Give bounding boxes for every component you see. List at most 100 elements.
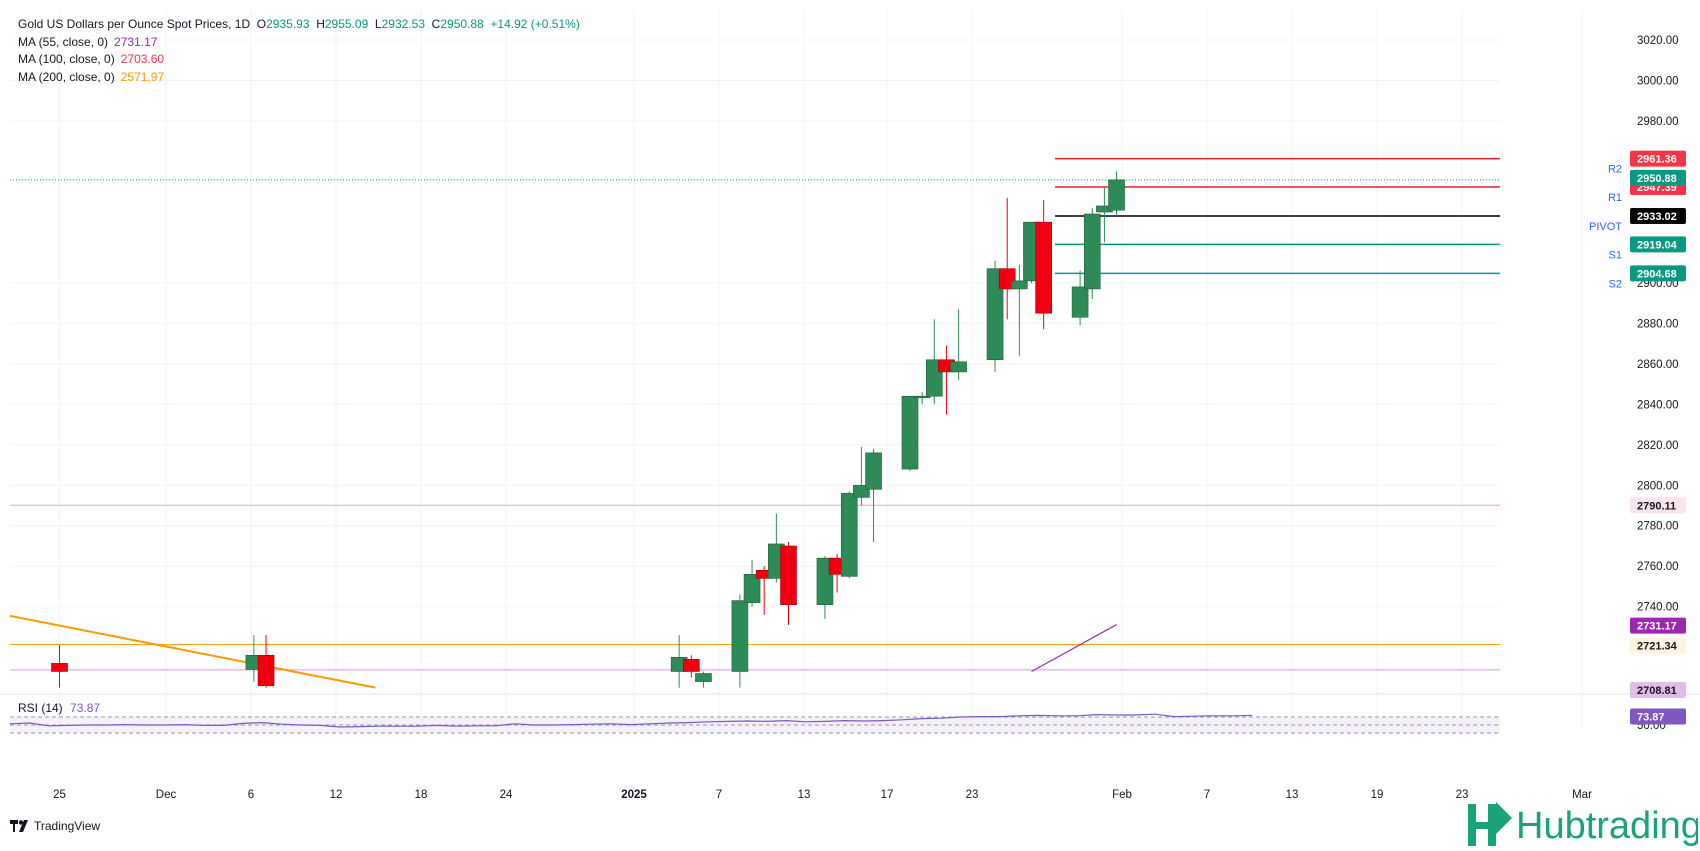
hubtrading-arrow-icon [1468,802,1512,846]
grid [10,10,1583,728]
ohlc-open: O2935.93 [256,17,310,31]
level-tag-s2: 2904.68 [1637,268,1677,280]
ma55-tag-bg [1630,617,1686,634]
candle-body [743,574,761,603]
candle[interactable] [1035,199,1052,330]
candle-body [865,452,882,490]
candle[interactable] [865,448,882,542]
rsi-value-tag-bg [1630,708,1686,725]
price-tick-label: 3000.00 [1637,75,1679,87]
hline-tag-2721-bg [1630,637,1686,654]
candle[interactable] [1011,264,1028,356]
time-tick-label: 13 [1286,789,1299,801]
price-tick-label: 2800.00 [1637,480,1679,492]
candle-body [950,361,967,373]
tradingview-label: TradingView [34,819,101,833]
level-tag-r2-bg [1630,150,1686,167]
time-tick-label: 2025 [621,789,647,801]
candle-body [1108,179,1125,211]
ma55-line [1031,624,1117,672]
price-tick-label: 2760.00 [1637,561,1679,573]
ma200-value: 2571.97 [120,69,165,84]
price-axis[interactable]: 2740.00 2760.00 2780.00 2800.00 2820.00 2840.… [1630,35,1686,732]
time-tick-label: Dec [156,789,177,801]
level-tag-s1: 2919.04 [1637,239,1678,251]
price-tick-label: 2780.00 [1637,521,1679,533]
time-tick-label: 6 [248,789,254,801]
tradingview-logo[interactable]: TradingView [10,819,100,833]
hline-tag-2721: 2721.34 [1637,640,1678,652]
rsi-pane [9,713,1500,734]
level-tag-s1-bg [1630,236,1686,253]
level-name-r2: R2 [1608,164,1622,176]
level-name-s1: S1 [1609,249,1622,261]
time-tick-label: 7 [716,789,722,801]
time-tick-label: 12 [330,789,343,801]
rsi-label: RSI (14) [18,701,63,715]
ma200-legend[interactable]: MA (200, close, 0) 2571.97 [18,69,165,84]
candle-body [257,654,275,686]
time-tick-label: Mar [1572,789,1592,801]
ohlc-close: C2950.88 [431,17,484,31]
price-tick-label: 2880.00 [1637,318,1679,330]
price-tick-label: 2740.00 [1637,602,1679,614]
ma55-legend[interactable]: MA (55, close, 0) 2731.17 [18,34,158,49]
brand-logo: Hubtrading [1462,800,1700,847]
candle[interactable] [913,392,931,405]
hline-tag-2708: 2708.81 [1637,685,1677,697]
brand-text: Hubtrading [1516,805,1698,846]
price-tick-label: 2980.00 [1637,116,1679,128]
candle[interactable] [986,260,1004,372]
candle-body [901,395,919,470]
candle[interactable] [1083,207,1101,300]
rsi-line [9,713,1252,728]
candle[interactable] [901,395,919,472]
time-tick-label: 25 [53,789,66,801]
ma100-legend[interactable]: MA (100, close, 0) 2703.60 [18,52,165,66]
candle-body [51,663,68,672]
time-tick-label: 7 [1204,789,1210,801]
last-price-tag: 2950.88 [1637,173,1677,185]
change-value: +14.92 [490,17,528,31]
candle[interactable] [51,645,68,688]
ma55-tag: 2731.17 [1637,621,1677,633]
candle-body [1083,213,1101,290]
candle[interactable] [682,655,700,678]
last-price-tag-bg [1630,169,1686,186]
rsi-legend[interactable]: RSI (14) 73.87 [18,701,100,715]
candle[interactable] [1108,171,1125,218]
time-axis[interactable]: 25 Dec 6 12 18 24 2025 7 13 17 23 Feb 7 13 19 23 Mar [53,789,1592,801]
candle-body [840,493,858,577]
price-tick-label: 2860.00 [1637,359,1679,371]
time-tick-label: 18 [415,789,428,801]
candle-body [731,600,749,672]
ohlc-high: H2955.09 [316,17,369,31]
change-percent: (+0.51%) [530,17,580,31]
time-tick-label: 17 [881,789,894,801]
hline-tag-2708-bg [1630,682,1686,698]
rsi-legend-value: 73.87 [70,701,101,715]
symbol-line: Gold US Dollars per Ounce Spot Prices, 1… [18,17,580,31]
time-tick-label: Feb [1112,789,1132,801]
candle[interactable] [743,560,761,607]
chart-legend: Gold US Dollars per Ounce Spot Prices, 1… [18,16,580,86]
pivot-levels [1055,157,1500,275]
candle[interactable] [950,309,967,381]
candle[interactable] [1071,270,1089,326]
rsi-value-tag: 73.87 [1637,711,1665,723]
candle-body [780,545,797,605]
candle[interactable] [695,671,712,688]
candle[interactable] [840,491,858,579]
time-tick-label: 13 [798,789,811,801]
level-tag-r2: 2961.36 [1637,154,1677,166]
ohlc-low: L2932.53 [374,17,425,31]
level-name-s2: S2 [1609,278,1622,290]
ma55-value: 2731.17 [114,34,158,49]
candle-body [1011,280,1028,290]
candle[interactable] [257,635,275,688]
candle[interactable] [780,541,797,625]
candle[interactable] [731,594,749,688]
